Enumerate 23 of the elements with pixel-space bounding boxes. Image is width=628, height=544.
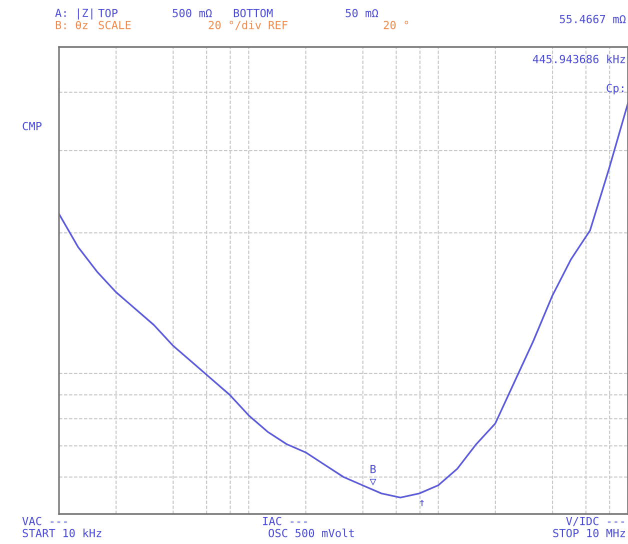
text: CMP	[22, 122, 42, 130]
text: 50 mΩ	[346, 8, 378, 18]
text: START 10 kHz	[22, 528, 102, 538]
text: A: |Z|	[55, 8, 92, 20]
text: 20 °	[384, 20, 408, 30]
text: OSC 500 mVolt	[268, 528, 354, 538]
text: BOTTOM	[234, 8, 273, 18]
text: TOP	[98, 8, 118, 18]
text: B: θz	[56, 20, 88, 30]
annotation: ▽	[370, 478, 376, 486]
annotation: B	[370, 464, 376, 474]
text: 55.4667 mΩ	[560, 14, 626, 24]
annotation: ↑	[420, 500, 424, 506]
text: STOP 10 MHz	[553, 528, 625, 538]
text: SCALE	[98, 20, 131, 30]
text: VAC ---	[22, 516, 67, 526]
text: REF	[268, 20, 288, 30]
text: 20 °/div	[208, 20, 261, 30]
text: V/IDC ---	[566, 516, 624, 526]
text: IAC ---	[263, 516, 307, 526]
text: Cp:	[606, 84, 624, 94]
text: 500 mΩ	[172, 8, 212, 18]
text: 445.943686 kHz	[532, 54, 625, 64]
